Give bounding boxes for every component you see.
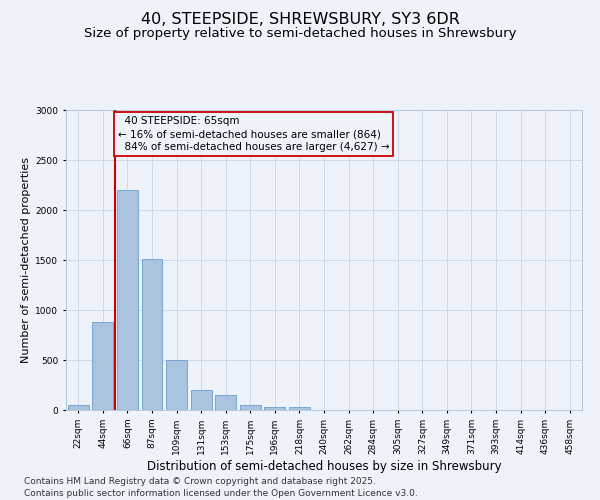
Bar (265, 406, 286, 410)
Bar (92, 322, 113, 410)
Bar (166, 360, 187, 410)
Text: 40, STEEPSIDE, SHREWSBURY, SY3 6DR: 40, STEEPSIDE, SHREWSBURY, SY3 6DR (140, 12, 460, 28)
Bar (68, 404, 89, 410)
Text: Size of property relative to semi-detached houses in Shrewsbury: Size of property relative to semi-detach… (84, 28, 516, 40)
Bar (191, 390, 212, 410)
Bar (289, 407, 310, 410)
Bar (142, 259, 163, 410)
Text: Contains HM Land Registry data © Crown copyright and database right 2025.
Contai: Contains HM Land Registry data © Crown c… (24, 476, 418, 498)
Text: 40 STEEPSIDE: 65sqm
← 16% of semi-detached houses are smaller (864)
  84% of sem: 40 STEEPSIDE: 65sqm ← 16% of semi-detach… (118, 116, 389, 152)
Bar (215, 395, 236, 410)
Bar (240, 404, 261, 410)
Y-axis label: Number of semi-detached properties: Number of semi-detached properties (21, 157, 31, 363)
X-axis label: Distribution of semi-detached houses by size in Shrewsbury: Distribution of semi-detached houses by … (146, 460, 502, 472)
Bar (117, 190, 138, 410)
